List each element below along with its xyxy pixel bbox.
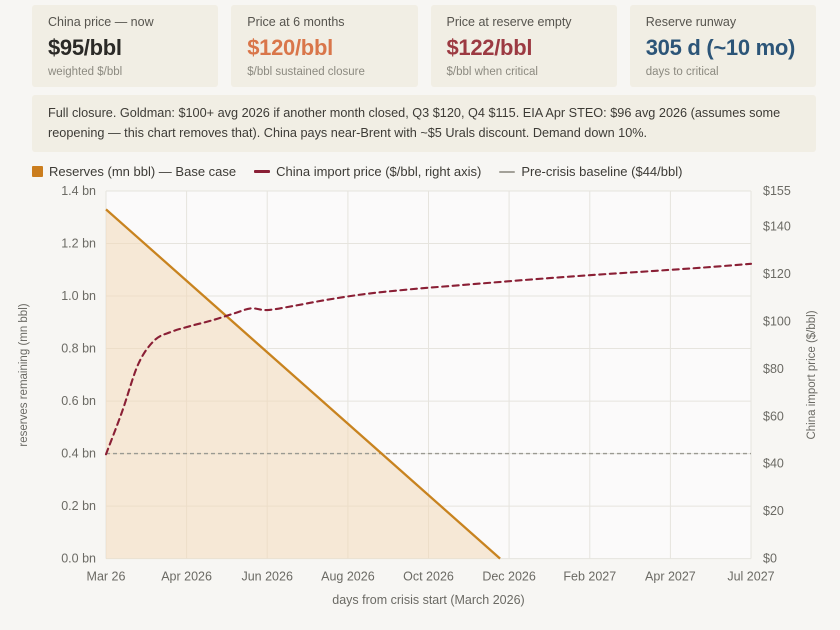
svg-text:Jun 2026: Jun 2026 xyxy=(241,570,292,584)
svg-text:Jul 2027: Jul 2027 xyxy=(727,570,774,584)
svg-text:$60: $60 xyxy=(763,409,784,423)
svg-text:1.0 bn: 1.0 bn xyxy=(61,289,96,303)
svg-text:$40: $40 xyxy=(763,457,784,471)
svg-text:reserves remaining (mn bbl): reserves remaining (mn bbl) xyxy=(18,303,30,446)
svg-text:Aug 2026: Aug 2026 xyxy=(321,570,375,584)
svg-text:1.4 bn: 1.4 bn xyxy=(61,184,96,198)
svg-text:Apr 2027: Apr 2027 xyxy=(645,570,696,584)
svg-text:days from crisis start (March: days from crisis start (March 2026) xyxy=(332,593,524,607)
svg-text:$140: $140 xyxy=(763,220,791,234)
svg-text:$20: $20 xyxy=(763,504,784,518)
svg-text:1.2 bn: 1.2 bn xyxy=(61,237,96,251)
svg-text:$100: $100 xyxy=(763,314,791,328)
svg-text:0.0 bn: 0.0 bn xyxy=(61,552,96,566)
svg-text:$0: $0 xyxy=(763,552,777,566)
svg-text:Oct 2026: Oct 2026 xyxy=(403,570,454,584)
svg-text:$155: $155 xyxy=(763,184,791,198)
svg-text:China import price ($/bbl): China import price ($/bbl) xyxy=(806,310,818,439)
svg-text:Mar 26: Mar 26 xyxy=(87,570,126,584)
svg-text:$80: $80 xyxy=(763,362,784,376)
svg-text:0.2 bn: 0.2 bn xyxy=(61,499,96,513)
svg-text:0.8 bn: 0.8 bn xyxy=(61,342,96,356)
svg-text:0.6 bn: 0.6 bn xyxy=(61,394,96,408)
svg-text:0.4 bn: 0.4 bn xyxy=(61,447,96,461)
svg-text:Feb 2027: Feb 2027 xyxy=(563,570,616,584)
svg-text:Apr 2026: Apr 2026 xyxy=(161,570,212,584)
svg-text:Dec 2026: Dec 2026 xyxy=(482,570,536,584)
svg-text:$120: $120 xyxy=(763,267,791,281)
